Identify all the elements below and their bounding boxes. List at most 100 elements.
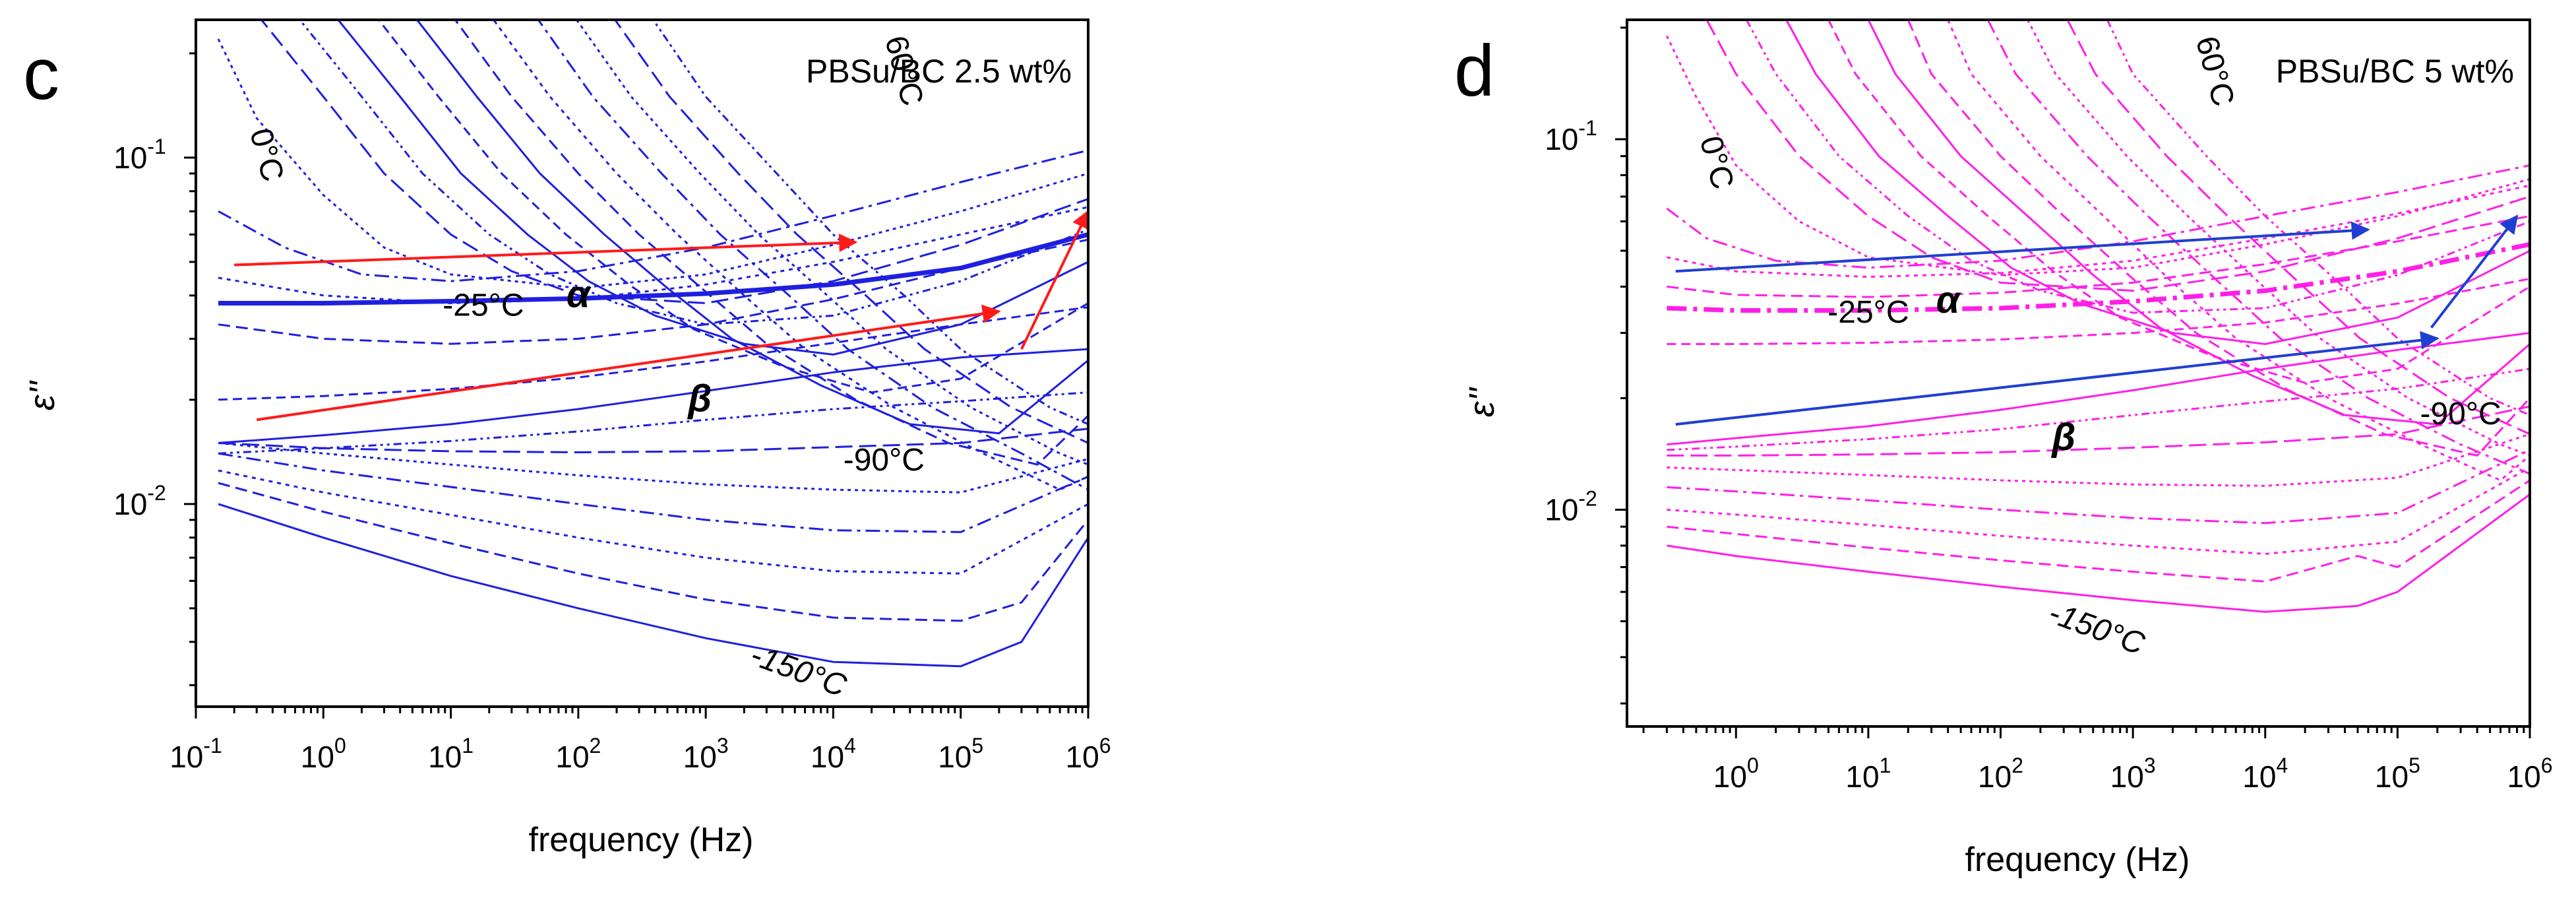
trend-arrow — [1020, 209, 1089, 350]
series-line — [1667, 215, 2530, 298]
panel-label: c — [23, 34, 59, 115]
trend-arrow — [256, 304, 1001, 422]
series-line — [218, 391, 1088, 455]
plot-area: 0°C60°C-25°C αβ-90°C-150°C PBSu/BC 5 wt% … — [1545, 18, 2553, 794]
x-tick-label: 106 — [1066, 734, 1111, 774]
series-line — [1907, 20, 2530, 457]
series-line — [218, 428, 1088, 453]
series-line — [1667, 241, 2530, 313]
series-line — [1667, 278, 2530, 345]
annotation-label: 60°C — [2189, 32, 2241, 110]
series-line — [1666, 164, 2530, 269]
y-axis-label: ε'' — [22, 380, 62, 410]
series-line — [218, 238, 1088, 345]
x-tick-label: 106 — [2507, 754, 2553, 794]
annotation-label: α — [1936, 278, 1961, 321]
series-line — [613, 20, 1088, 444]
series-line — [218, 469, 1088, 575]
series-line — [1827, 20, 2530, 384]
panel-d: d 0°C 60°C -25°C α β -90°C -150°C PBSu/BC 5 wt… — [1454, 18, 2553, 879]
series-line — [1667, 493, 2530, 613]
series-line — [218, 232, 1088, 305]
series-line — [1705, 20, 2530, 292]
trend-arrow — [1675, 221, 2370, 273]
annotation-label: 0°C — [243, 125, 290, 185]
series-line — [377, 20, 1088, 394]
x-tick-label: 105 — [2375, 754, 2420, 794]
y-tick-label: 10-1 — [1545, 116, 1597, 156]
series-line — [218, 482, 1088, 622]
panel-c: c 0°C60°C-25°C αβ-90°C-150°C PBSu/BC 2.5 … — [22, 18, 1111, 859]
series-line — [1667, 332, 2530, 446]
annotation-label: -25°C — [443, 288, 524, 323]
trend-arrow — [2430, 214, 2519, 329]
y-axis: 10-1 10-2 — [1545, 26, 1627, 705]
series-line — [218, 452, 1088, 533]
x-tick-label: 104 — [2242, 754, 2288, 794]
series-line — [217, 38, 1088, 290]
x-tick-label: 103 — [2110, 754, 2156, 794]
trend-arrow — [234, 233, 858, 267]
x-axis: 10-1 100 101 102 103 104 105 106 — [169, 707, 1111, 774]
series-line — [415, 20, 1088, 435]
series-group — [1666, 20, 2530, 613]
series-line — [260, 20, 1088, 304]
y-axis-label: ε'' — [1462, 387, 1502, 417]
annotation-label: -90°C — [2420, 397, 2501, 432]
annotation-label: β — [2050, 416, 2075, 459]
x-tick-label: 102 — [1978, 754, 2023, 794]
series-line — [218, 206, 1088, 304]
series-line — [1667, 433, 2530, 487]
chart-title: PBSu/BC 2.5 wt% — [806, 53, 1072, 90]
series-line — [537, 20, 1088, 491]
series-line — [2066, 20, 2530, 435]
series-line — [336, 20, 1088, 356]
series-line — [1666, 35, 2530, 276]
y-tick-label: 10-1 — [113, 135, 166, 175]
x-axis-label: frequency (Hz) — [529, 821, 754, 859]
trend-arrow — [1675, 331, 2439, 426]
x-axis-label: frequency (Hz) — [1965, 841, 2190, 879]
series-group — [217, 20, 1088, 668]
series-line — [492, 20, 1088, 491]
plot-frame — [1626, 18, 2531, 728]
annotation-label: 0°C — [1693, 133, 1740, 193]
plot-area: 0°C60°C-25°C αβ-90°C-150°C PBSu/BC 2.5 wt… — [113, 18, 1111, 774]
x-tick-label: 100 — [301, 734, 346, 774]
arrow-group — [234, 209, 1089, 422]
annotation-label: β — [687, 377, 712, 420]
annotation-label: -150°C — [746, 637, 851, 704]
annotation-label: -25°C — [1827, 295, 1909, 330]
x-tick-label: 104 — [811, 734, 856, 774]
series-line — [1986, 20, 2530, 475]
series-line — [1667, 449, 2530, 525]
chart-title: PBSu/BC 5 wt% — [2276, 53, 2514, 90]
x-tick-label: 102 — [555, 734, 601, 774]
series-line — [1947, 20, 2530, 482]
series-line — [1785, 20, 2530, 345]
annotation-group: 0°C 60°C -25°C α β -90°C -150°C — [1693, 32, 2501, 662]
y-tick-label: 10-2 — [1545, 486, 1597, 527]
series-line — [1745, 20, 2530, 314]
series-line — [218, 503, 1088, 668]
annotation-label: -150°C — [2044, 595, 2149, 662]
series-line — [218, 149, 1088, 282]
series-line — [298, 20, 1088, 326]
x-tick-label: 103 — [683, 734, 729, 774]
arrow-group — [1675, 214, 2519, 426]
x-tick-label: 100 — [1713, 754, 1759, 794]
series-line — [218, 441, 1088, 494]
series-line — [2027, 20, 2530, 457]
series-line — [1667, 184, 2530, 278]
series-line — [218, 306, 1088, 401]
series-line — [1867, 20, 2530, 426]
y-tick-label: 10-2 — [113, 481, 166, 521]
x-tick-label: 101 — [428, 734, 474, 774]
series-line — [454, 20, 1088, 466]
annotation-label: α — [567, 273, 592, 316]
panel-label: d — [1454, 30, 1494, 112]
x-tick-label: 101 — [1845, 754, 1891, 794]
series-line — [1667, 479, 2530, 583]
series-line — [2106, 20, 2530, 416]
